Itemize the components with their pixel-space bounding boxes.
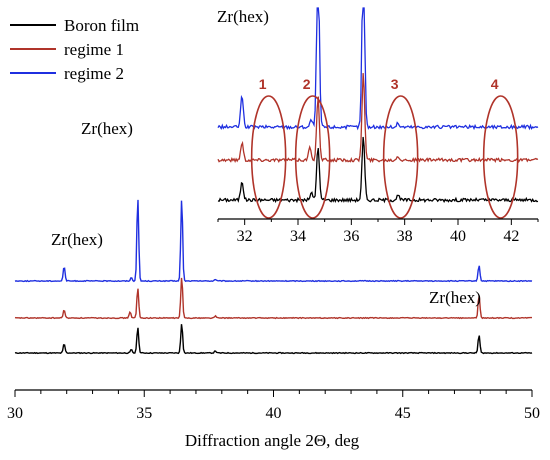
main-x-tick-label: 30 <box>7 405 23 422</box>
main-x-tick-label: 35 <box>136 405 152 422</box>
main-x-tick-label: 45 <box>395 405 411 422</box>
x-axis-title: Diffraction angle 2Θ, deg <box>185 431 360 450</box>
peak-label-zr-hex: Zr(hex) <box>81 119 133 138</box>
main-peak-labels: Zr(hex) Zr(hex) Zr(hex) Zr(hex) <box>51 7 481 307</box>
main-series-regime-1 <box>14 277 532 320</box>
inset-series-regime-1 <box>217 73 539 164</box>
inset-x-axis: 32 34 36 38 40 42 <box>217 218 539 245</box>
inset-x-tick-label: 42 <box>503 228 519 245</box>
legend-label-regime-1: regime 1 <box>64 40 124 59</box>
main-series-regime-2 <box>14 199 533 283</box>
region-ellipse-2 <box>294 95 331 219</box>
region-ellipse-3 <box>382 95 419 219</box>
inset-x-tick-label: 36 <box>343 228 359 245</box>
inset-x-tick-label: 32 <box>237 228 253 245</box>
inset-series-regime-2 <box>217 7 539 131</box>
region-label-3: 3 <box>391 76 399 92</box>
region-label-1: 1 <box>259 76 267 92</box>
peak-label-zr-hex: Zr(hex) <box>217 7 269 26</box>
peak-label-zr-hex: Zr(hex) <box>429 288 481 307</box>
inset-traces <box>217 7 539 204</box>
legend-label-boron-film: Boron film <box>64 16 139 35</box>
legend: Boron film regime 1 regime 2 <box>10 16 139 83</box>
main-x-tick-label: 50 <box>524 405 540 422</box>
main-x-axis: 30 35 40 45 50 <box>7 389 540 422</box>
main-x-tick-label: 40 <box>266 405 282 422</box>
main-series-boron-film <box>14 324 533 355</box>
peak-label-zr-hex: Zr(hex) <box>51 230 103 249</box>
main-traces <box>14 199 533 355</box>
region-ellipse-1 <box>250 95 287 219</box>
inset-regions: 1 2 3 4 <box>250 76 519 219</box>
inset-x-tick-label: 40 <box>450 228 466 245</box>
inset-x-tick-label: 34 <box>290 228 306 245</box>
inset-x-tick-label: 38 <box>397 228 413 245</box>
region-label-4: 4 <box>491 76 499 92</box>
legend-label-regime-2: regime 2 <box>64 64 124 83</box>
inset-series-boron-film <box>217 136 539 204</box>
region-ellipse-4 <box>482 95 519 219</box>
region-label-2: 2 <box>303 76 311 92</box>
